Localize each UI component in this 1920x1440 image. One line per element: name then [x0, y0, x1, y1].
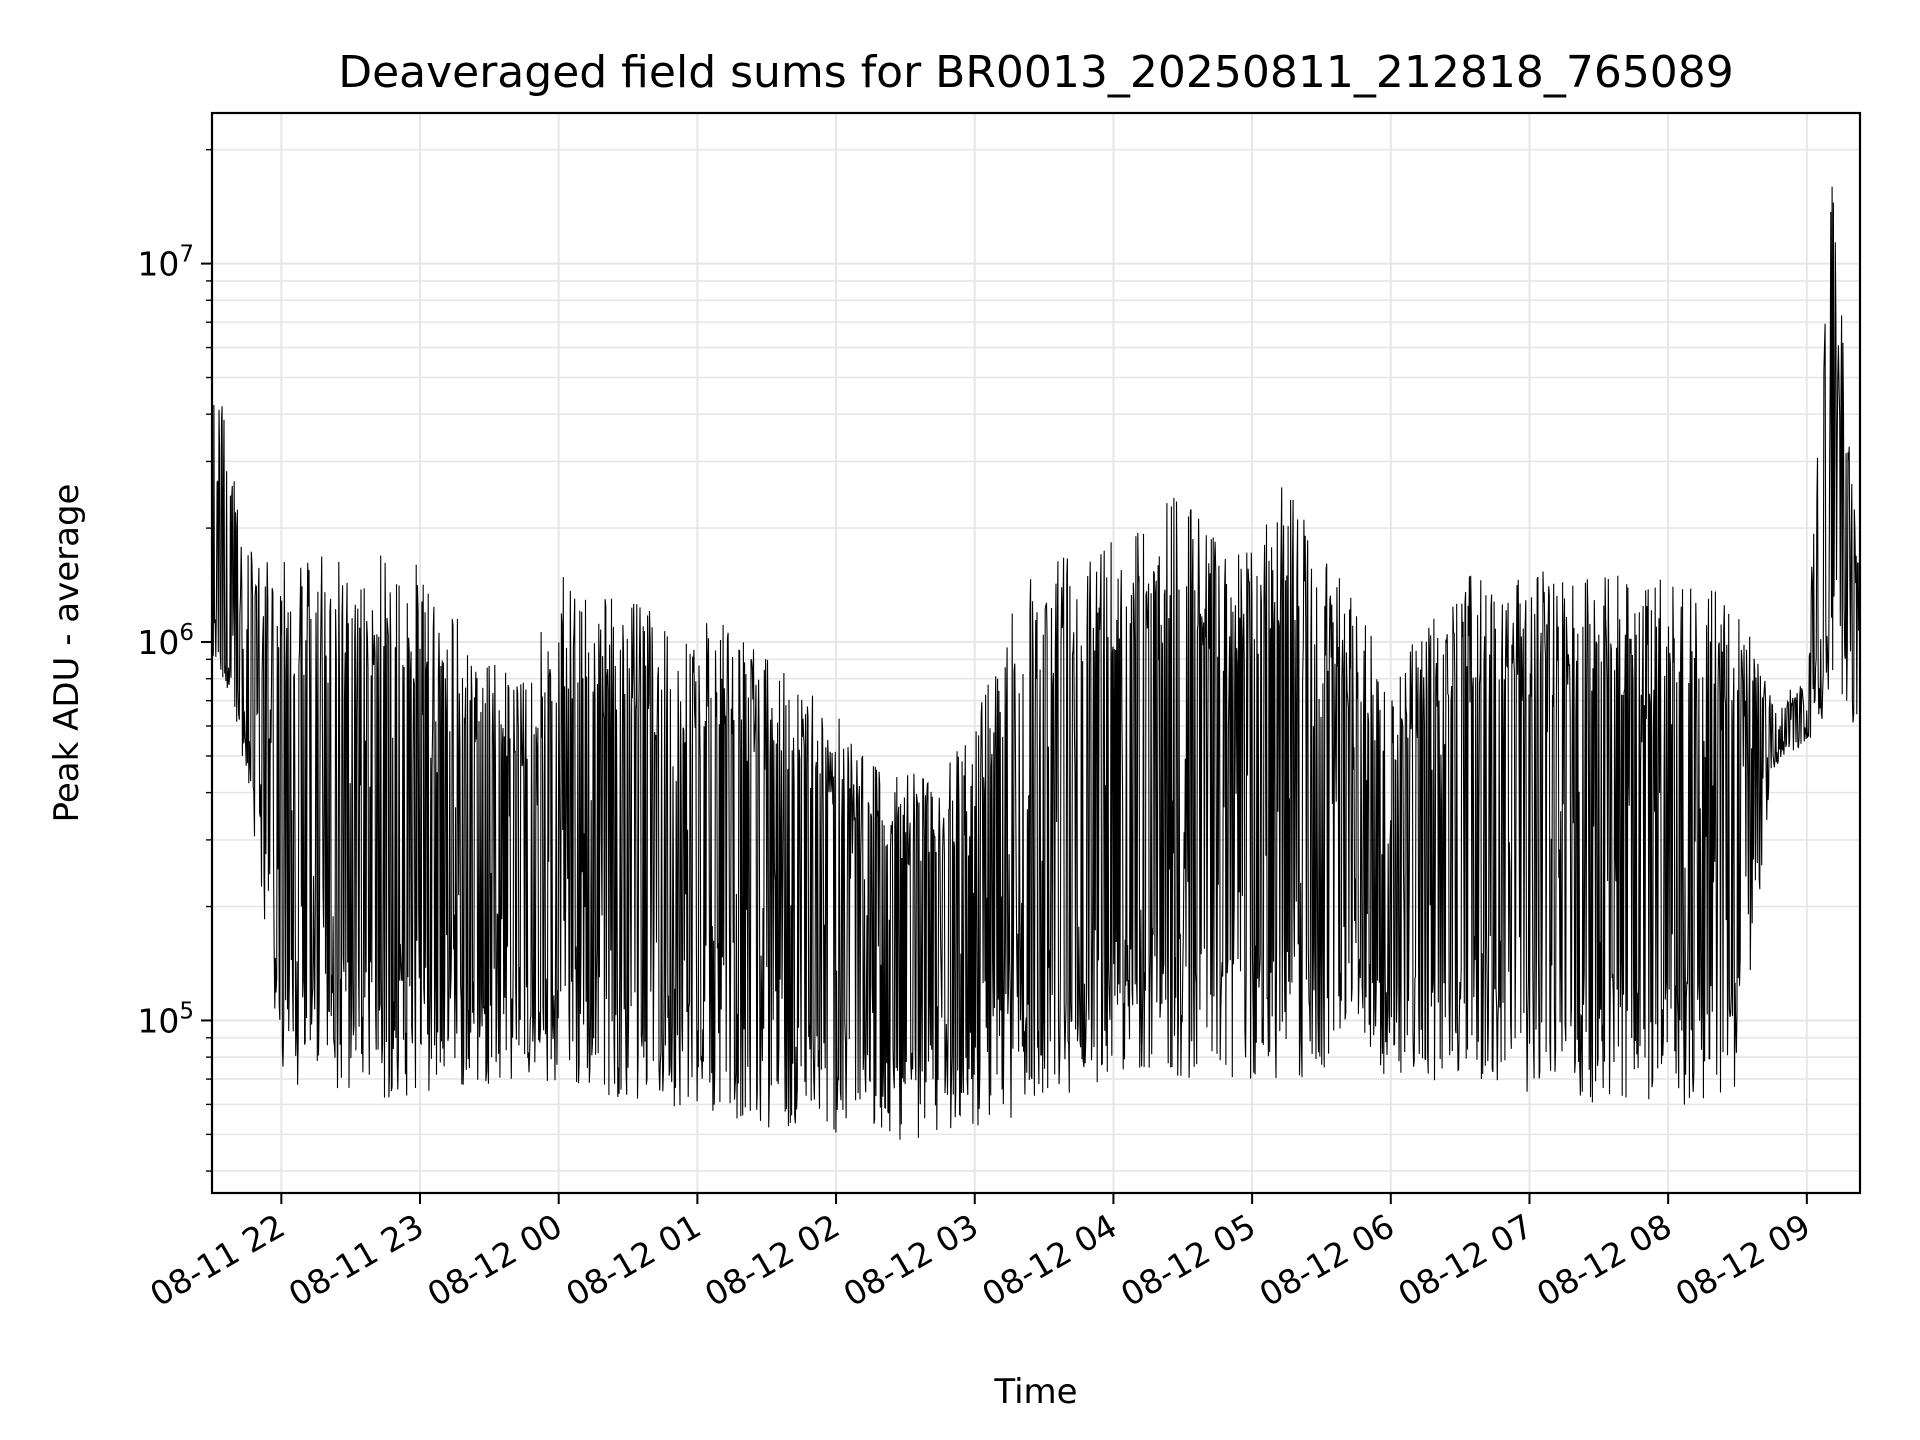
y-axis-title: Peak ADU - average [47, 484, 87, 823]
chart-title: Deaveraged field sums for BR0013_2025081… [338, 47, 1734, 98]
x-tick-label: 08-12 03 [837, 1206, 985, 1314]
series-line [212, 186, 1860, 1140]
data-series [212, 186, 1860, 1140]
y-tick-label: 107 [137, 242, 194, 284]
x-tick-label: 08-12 09 [1669, 1206, 1817, 1314]
x-tick-label: 08-12 08 [1530, 1206, 1678, 1314]
plot-frame [210, 111, 1862, 1195]
y-tick-label: 106 [137, 620, 194, 662]
x-tick-label: 08-12 05 [1114, 1206, 1262, 1314]
x-tick-label: 08-12 00 [421, 1206, 569, 1314]
x-tick-label: 08-11 22 [143, 1206, 291, 1314]
x-tick-label: 08-12 06 [1253, 1206, 1401, 1314]
x-tick-label: 08-12 02 [698, 1206, 846, 1314]
x-tick-label: 08-12 07 [1391, 1206, 1539, 1314]
y-tick-label: 105 [137, 998, 194, 1040]
x-tick-label: 08-12 01 [559, 1206, 707, 1314]
x-axis-title: Time [993, 1372, 1077, 1412]
x-tick-label: 08-11 23 [282, 1206, 430, 1314]
x-tick-label: 08-12 04 [975, 1206, 1123, 1314]
